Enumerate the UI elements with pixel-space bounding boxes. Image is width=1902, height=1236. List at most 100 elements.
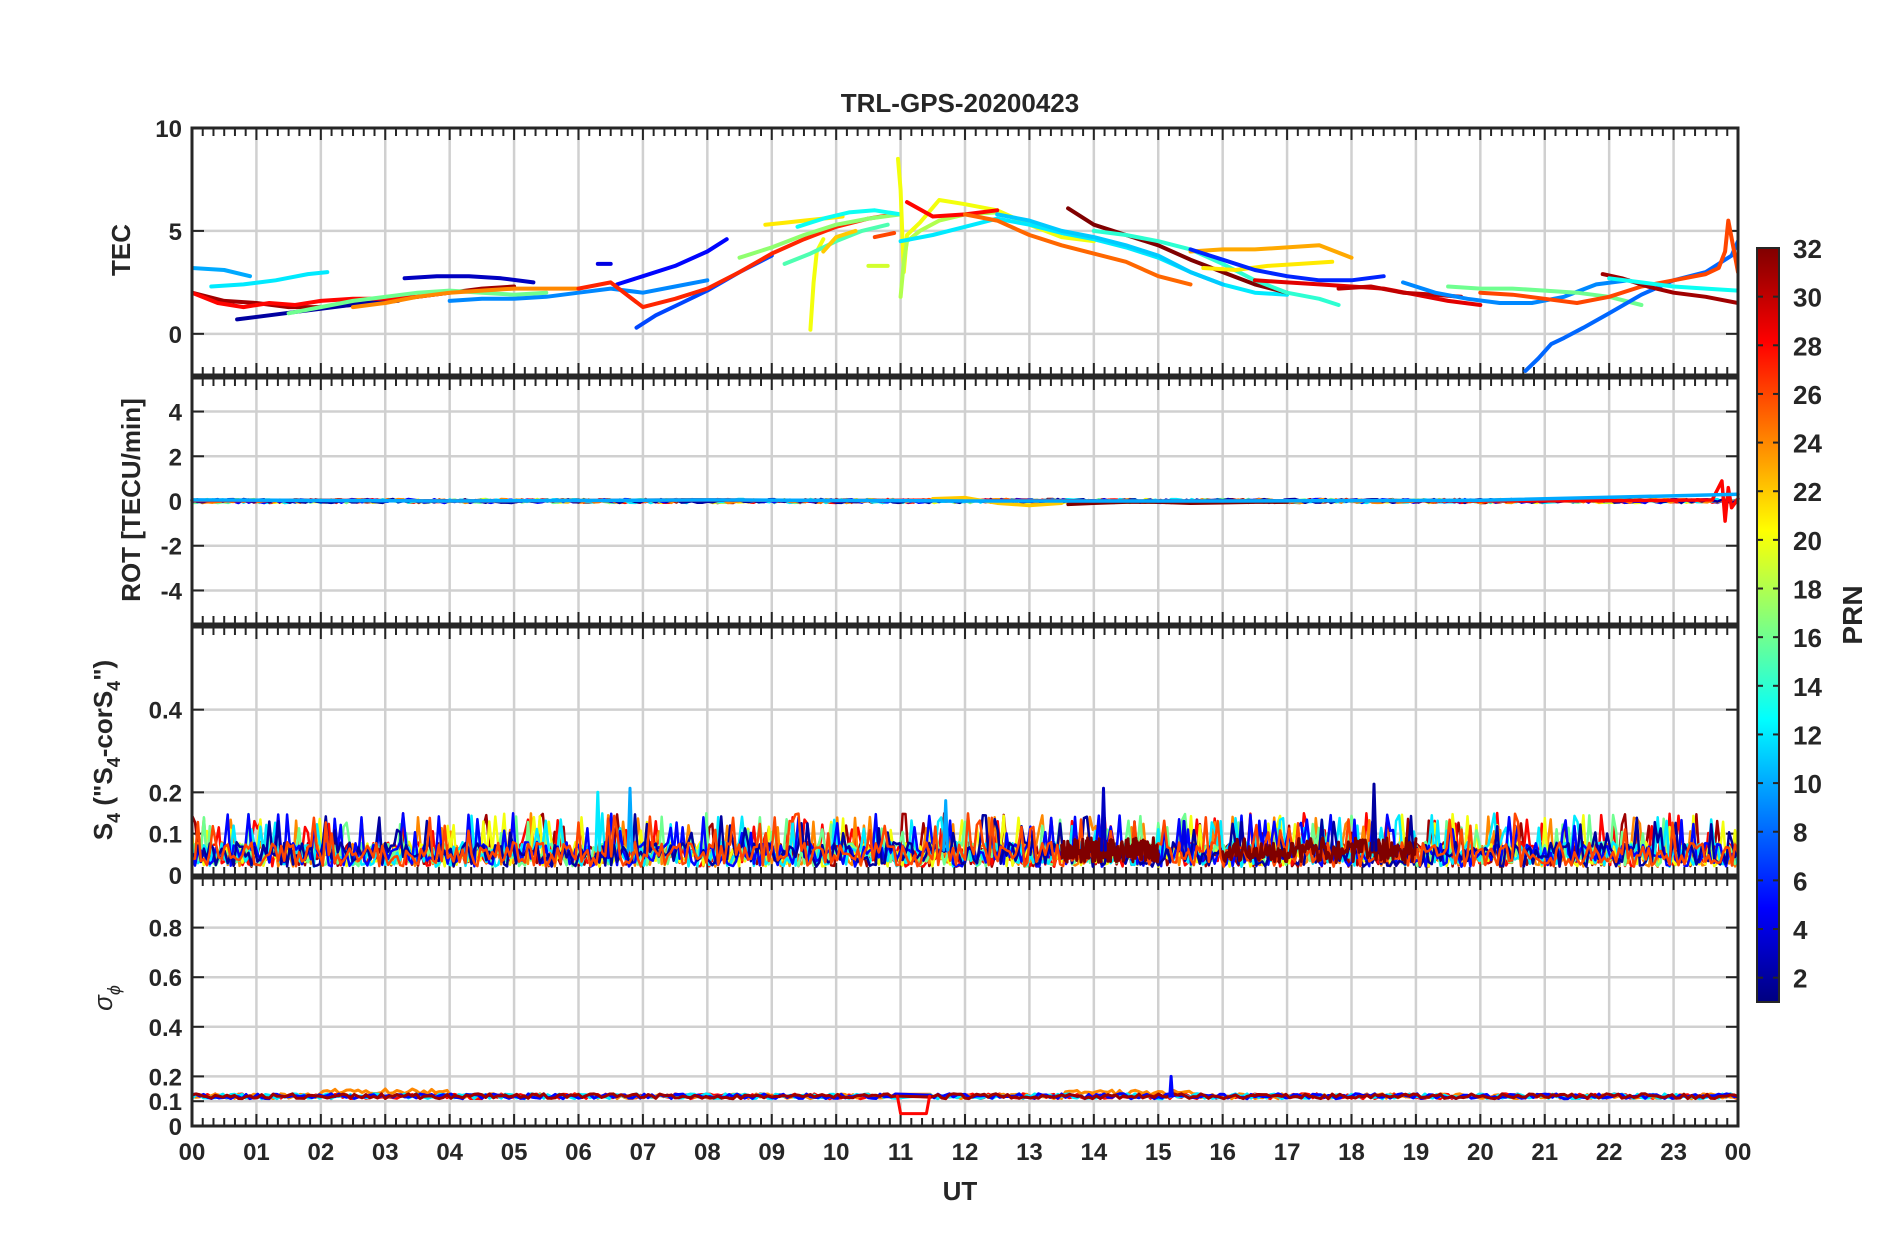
tec-series-27 <box>1066 206 1290 295</box>
colorbar-tick-label-0: 2 <box>1793 964 1807 994</box>
tec-series-31 <box>1188 247 1386 283</box>
colorbar-tick-label-2: 6 <box>1793 866 1807 896</box>
x-tick-label-15: 15 <box>1145 1139 1172 1166</box>
s4-ytick-label-1: 0.1 <box>149 822 182 849</box>
colorbar-tick-label-3: 8 <box>1793 818 1807 848</box>
s4-y-label: S4 ("S4-corS4") <box>88 660 124 840</box>
colorbar-gradient <box>1756 247 1780 1003</box>
sigma-series-noise-4 <box>190 1092 1740 1101</box>
colorbar-tick-label-11: 24 <box>1793 429 1822 459</box>
colorbar-tick-label-7: 16 <box>1793 623 1822 653</box>
tec-ytick-label-1: 5 <box>169 219 182 246</box>
tec-series-17 <box>795 208 903 229</box>
colorbar-tick-label-12: 26 <box>1793 380 1822 410</box>
tec-series-5 <box>286 288 549 316</box>
sigma-ytick-label-2: 0.2 <box>149 1064 182 1091</box>
x-tick-label-8: 08 <box>694 1139 721 1166</box>
s4-series-peak-3 <box>1100 786 1107 852</box>
tec-series-34 <box>1401 278 1631 305</box>
rot-ytick-label-4: 4 <box>169 400 183 427</box>
s4-y-label-s: S <box>88 823 118 840</box>
tec-series-26 <box>995 212 1225 287</box>
tec-y-label: TEC <box>106 224 136 276</box>
rot-y-label: ROT [TECU/min] <box>116 398 146 602</box>
s4-ytick-label-3: 0.4 <box>149 698 183 725</box>
colorbar-label: PRN <box>1837 585 1868 644</box>
tec-series-8 <box>351 286 581 310</box>
s4-y-label-cor: -corS <box>88 691 118 757</box>
sigma-ytick-label-1: 0.1 <box>149 1089 182 1116</box>
tec-series-13 <box>737 212 903 260</box>
sigma-axes-box <box>190 876 1740 1128</box>
s4-series-peak-0 <box>594 790 602 852</box>
tec-series-23 <box>872 231 897 240</box>
colorbar-tick-label-1: 4 <box>1793 915 1808 945</box>
sigma-ytick-label-0: 0 <box>169 1114 182 1141</box>
s4-series-noise-8 <box>190 812 1740 868</box>
tec-series-10 <box>615 237 729 287</box>
tec-series-7 <box>447 278 710 303</box>
x-tick-label-10: 10 <box>823 1139 850 1166</box>
rot-ytick-label-2: 0 <box>169 489 182 516</box>
s4-series-peak-5 <box>1180 819 1188 852</box>
tec-series-36 <box>1523 239 1738 373</box>
colorbar-tick-label-5: 12 <box>1793 720 1822 750</box>
s4-series-noise-7 <box>190 813 1740 868</box>
sigma-y-label-main: σ <box>88 994 118 1011</box>
x-tick-label-24: 00 <box>1725 1139 1752 1166</box>
x-tick-label-21: 21 <box>1531 1139 1558 1166</box>
sigma-series-gap <box>895 1094 932 1116</box>
tec-series-25 <box>963 212 1193 287</box>
tec-series-6 <box>402 274 536 285</box>
x-tick-label-11: 11 <box>888 1139 913 1166</box>
colorbar-tick-label-8: 18 <box>1793 575 1822 605</box>
rot-axes-box <box>190 376 1740 626</box>
s4-series-prn32-0 <box>1060 836 1160 864</box>
x-tick-label-12: 12 <box>952 1139 979 1166</box>
x-tick-label-4: 04 <box>436 1139 463 1166</box>
rot-ytick-label-1: -2 <box>161 534 182 561</box>
sigma-series-spike <box>1168 1074 1174 1098</box>
rot-ytick-label-3: 2 <box>169 444 182 471</box>
tec-series-18 <box>821 228 858 254</box>
s4-y-label-sub3: 4 <box>104 681 124 691</box>
tec-axes-box <box>190 126 1740 377</box>
panel-sigma: 00.10.2 0.4 0.6 0.8 <box>149 876 1740 1141</box>
x-tick-label-0: 00 <box>179 1139 206 1166</box>
s4-ytick-label-0: 0 <box>169 863 182 890</box>
sigma-series-group <box>190 1074 1740 1116</box>
tec-ytick-label-0: 0 <box>169 322 182 349</box>
s4-series-prn32-1 <box>1221 836 1418 865</box>
sigma-y-label: σϕ <box>88 985 124 1011</box>
colorbar-tick-label-13: 28 <box>1793 331 1822 361</box>
rot-ytick-label-0: -4 <box>161 578 183 605</box>
x-tick-label-20: 20 <box>1467 1139 1494 1166</box>
rot-series-3 <box>190 492 1740 503</box>
tec-series-4 <box>192 290 452 310</box>
s4-series-group <box>190 782 1740 868</box>
colorbar-tick-label-6: 14 <box>1793 672 1822 702</box>
tec-series-16 <box>782 222 890 266</box>
s4-axes-box <box>190 625 1740 877</box>
figure-title: TRL-GPS-20200423 <box>841 88 1079 118</box>
rot-series-2 <box>931 495 1064 508</box>
x-tick-label-19: 19 <box>1403 1139 1430 1166</box>
x-tick-label-1: 01 <box>243 1139 270 1166</box>
colorbar-tick-label-15: 32 <box>1793 234 1822 264</box>
x-tick-label-17: 17 <box>1274 1139 1301 1166</box>
tec-series-29 <box>1188 243 1354 260</box>
x-tick-label-16: 16 <box>1209 1139 1236 1166</box>
x-tick-label-6: 06 <box>565 1139 592 1166</box>
x-tick-label-3: 03 <box>372 1139 399 1166</box>
s4-ytick-label-2: 0.2 <box>149 780 182 807</box>
x-tick-label-13: 13 <box>1016 1139 1043 1166</box>
s4-series-peak-2 <box>942 799 950 852</box>
sigma-ytick-label-5: 0.8 <box>149 916 182 943</box>
panel-s4: 0 0.1 0.2 0.4 <box>149 625 1740 890</box>
rot-series-group <box>190 479 1740 523</box>
tec-series-39 <box>1607 276 1738 293</box>
s4-y-label-sub2: 4 <box>104 757 124 767</box>
colorbar-tick-label-4: 10 <box>1793 769 1822 799</box>
colorbar-tick-label-10: 22 <box>1793 477 1822 507</box>
